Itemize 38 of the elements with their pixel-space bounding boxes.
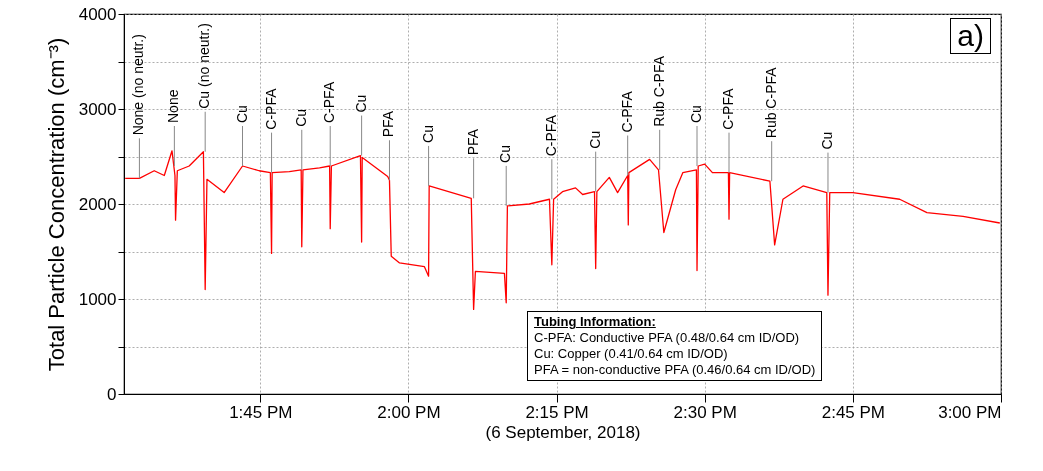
annotation: Rub C-PFA	[650, 55, 667, 127]
annotation: C-PFA	[618, 90, 635, 133]
annotation: Cu	[292, 108, 309, 127]
annotation: Tubing Information:	[534, 314, 657, 330]
x-tick-label: 2:45 PM	[821, 402, 886, 422]
x-tick-label: 3:00 PM	[938, 402, 1002, 422]
annotation: C-PFA	[321, 81, 338, 123]
y-tick-label: 2000	[78, 194, 117, 214]
annotation: Rub C-PFA	[762, 66, 779, 139]
annotation: C-PFA	[262, 87, 279, 130]
annotation: Cu	[497, 144, 514, 163]
x-axis-title: (6 September, 2018)	[485, 422, 641, 442]
annotation: Cu	[233, 105, 250, 123]
annotation: Cu	[818, 131, 835, 150]
y-tick-label: 0	[107, 384, 117, 404]
x-tick-label: 2:00 PM	[377, 402, 441, 422]
annotation: Cu	[419, 125, 436, 143]
annotation: C-PFA: Conductive PFA (0.48/0.64 cm ID/OD)	[534, 330, 801, 346]
y-tick-label: 4000	[78, 4, 117, 24]
annotation: None (no neutr.)	[130, 34, 147, 136]
x-tick-label: 2:30 PM	[673, 402, 737, 422]
annotation: Cu: Copper (0.41/0.64 cm ID/OD)	[534, 346, 729, 362]
annotation: a)	[950, 18, 991, 54]
y-tick-label: 3000	[78, 99, 117, 119]
annotation: None	[165, 89, 182, 123]
annotation: Cu	[688, 105, 705, 123]
y-tick-label: 1000	[78, 289, 117, 309]
annotation: Cu	[586, 130, 603, 149]
annotation: Cu	[352, 94, 369, 113]
x-tick-label: 2:15 PM	[525, 402, 589, 422]
annotation: C-PFA	[720, 87, 737, 130]
annotation: PFA	[464, 128, 481, 156]
x-tick-label: 1:45 PM	[229, 402, 293, 422]
annotation: PFA = non-conductive PFA (0.46/0.64 cm ID/OD)	[534, 362, 816, 378]
annotation: PFA	[380, 110, 397, 138]
annotation: C-PFA	[542, 114, 559, 157]
y-axis-title: Total Particle Concentration (cm⁻³)	[43, 37, 69, 372]
annotation: Cu (no neutr.)	[196, 23, 213, 109]
